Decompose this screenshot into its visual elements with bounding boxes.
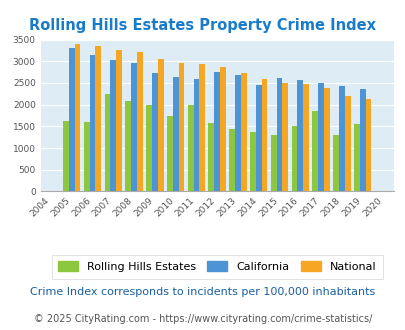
Bar — [136, 52, 143, 191]
Bar — [220, 67, 225, 191]
Bar — [282, 83, 288, 191]
Bar — [291, 126, 297, 191]
Bar — [75, 44, 80, 191]
Bar — [359, 89, 364, 191]
Bar — [249, 132, 255, 191]
Bar — [261, 79, 267, 191]
Bar — [125, 101, 131, 191]
Bar — [208, 123, 214, 191]
Bar — [116, 50, 122, 191]
Bar — [69, 48, 75, 191]
Bar — [276, 78, 282, 191]
Bar — [270, 135, 276, 191]
Bar — [187, 105, 193, 191]
Bar — [178, 63, 184, 191]
Bar — [344, 96, 350, 191]
Bar — [104, 94, 110, 191]
Text: Rolling Hills Estates Property Crime Index: Rolling Hills Estates Property Crime Ind… — [30, 18, 375, 33]
Bar — [199, 64, 205, 191]
Bar — [110, 59, 116, 191]
Bar — [83, 122, 90, 191]
Bar — [255, 85, 261, 191]
Text: © 2025 CityRating.com - https://www.cityrating.com/crime-statistics/: © 2025 CityRating.com - https://www.city… — [34, 314, 371, 324]
Bar — [63, 121, 69, 191]
Bar — [338, 86, 344, 191]
Text: Crime Index corresponds to incidents per 100,000 inhabitants: Crime Index corresponds to incidents per… — [30, 287, 375, 297]
Bar — [172, 77, 178, 191]
Bar — [303, 84, 308, 191]
Bar — [214, 72, 220, 191]
Bar — [333, 135, 338, 191]
Bar — [151, 73, 158, 191]
Bar — [234, 75, 240, 191]
Bar — [146, 105, 151, 191]
Bar — [353, 124, 359, 191]
Bar — [311, 111, 318, 191]
Legend: Rolling Hills Estates, California, National: Rolling Hills Estates, California, Natio… — [51, 255, 382, 279]
Bar — [240, 74, 246, 191]
Bar — [131, 63, 136, 191]
Bar — [318, 83, 323, 191]
Bar — [364, 99, 371, 191]
Bar — [297, 81, 303, 191]
Bar — [229, 128, 234, 191]
Bar — [90, 55, 95, 191]
Bar — [193, 79, 199, 191]
Bar — [95, 46, 101, 191]
Bar — [158, 59, 163, 191]
Bar — [323, 88, 329, 191]
Bar — [166, 115, 172, 191]
